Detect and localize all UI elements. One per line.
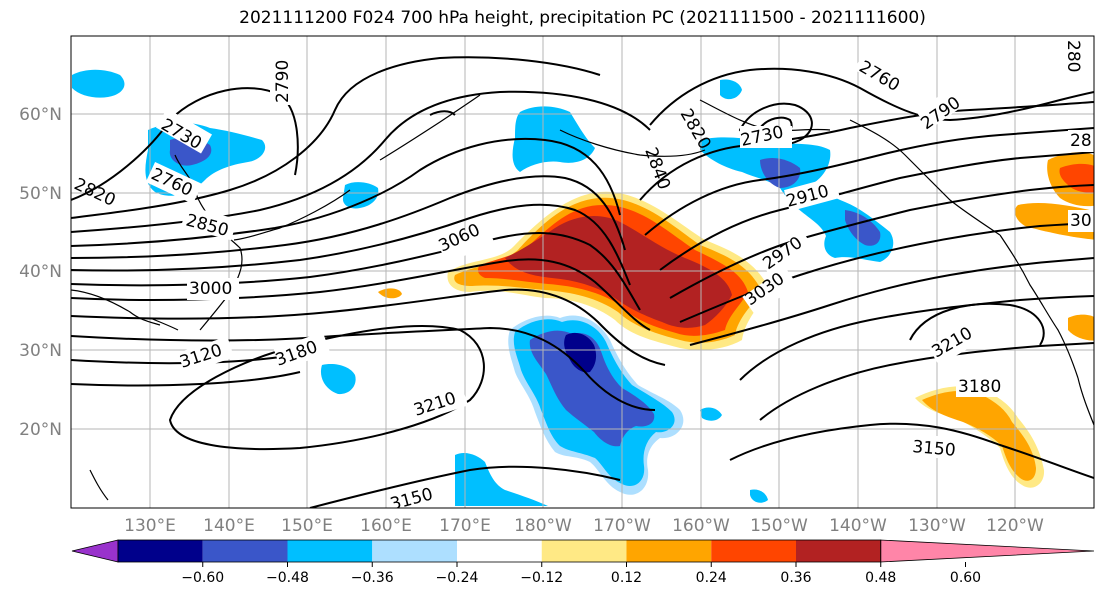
latitude-labels: 60°N 50°N 40°N 30°N 20°N <box>19 105 62 440</box>
contour-label: 30 <box>1070 211 1092 231</box>
colorbar-segment <box>287 540 373 562</box>
lon-label: 130°W <box>908 516 966 536</box>
contour-label: 3150 <box>388 484 435 515</box>
longitude-labels: 130°E 140°E 150°E 160°E 170°E 180°W 170°… <box>124 516 1044 536</box>
map-panel: 2790 2730 2760 2820 2850 3000 3060 3120 … <box>71 36 1094 515</box>
colorbar-segment <box>202 540 288 562</box>
contour-label: 280 <box>1063 40 1083 72</box>
colorbar-tick-label: −0.60 <box>181 570 224 586</box>
colorbar-tick-label: −0.36 <box>351 570 394 586</box>
height-contours <box>71 56 1094 508</box>
precip-negative-shading <box>72 69 894 506</box>
lat-label: 60°N <box>19 105 62 125</box>
colorbar-tick-label: −0.48 <box>266 570 309 586</box>
colorbar-segment <box>541 540 627 562</box>
lon-label: 170°E <box>439 516 491 536</box>
contour-label: 3180 <box>958 377 1001 397</box>
colorbar-segment <box>880 539 1095 563</box>
lat-label: 50°N <box>19 184 62 204</box>
contour-label: 2820 <box>71 174 119 210</box>
colorbar-tick-label: 0.48 <box>865 570 896 586</box>
colorbar-tick-label: −0.12 <box>520 570 563 586</box>
contour-label: 3000 <box>189 279 232 299</box>
colorbar-tick-label: 0.12 <box>611 570 642 586</box>
colorbar-ticks: −0.60 −0.48 −0.36 −0.24 −0.12 0.12 0.24 0.36 0.4… <box>181 562 981 586</box>
lat-label: 30°N <box>19 341 62 361</box>
map-title: 2021111200 F024 700 hPa height, precipit… <box>239 8 926 28</box>
lon-label: 160°W <box>672 516 730 536</box>
colorbar-segments <box>71 539 1095 563</box>
colorbar-segment <box>711 540 796 562</box>
colorbar: −0.60 −0.48 −0.36 −0.24 −0.12 0.12 0.24 0.36 0.4… <box>71 539 1095 586</box>
lon-label: 140°W <box>829 516 887 536</box>
colorbar-tick-label: −0.24 <box>436 570 479 586</box>
colorbar-segment <box>71 539 119 563</box>
lon-label: 140°E <box>203 516 255 536</box>
contour-label: 2790 <box>273 60 293 103</box>
colorbar-tick-label: 0.36 <box>780 570 811 586</box>
precip-positive-shading <box>378 152 1094 488</box>
map-frame <box>70 35 1095 509</box>
lat-label: 20°N <box>19 420 62 440</box>
colorbar-segment <box>118 540 203 562</box>
contour-label: 28 <box>1070 131 1092 151</box>
contour-label: 2840 <box>640 145 674 192</box>
lon-label: 120°W <box>986 516 1044 536</box>
lat-label: 40°N <box>19 262 62 282</box>
colorbar-segment <box>796 540 881 562</box>
lon-label: 180°W <box>514 516 572 536</box>
colorbar-tick-label: 0.24 <box>696 570 727 586</box>
lon-label: 170°W <box>593 516 651 536</box>
lon-label: 130°E <box>124 516 176 536</box>
lon-label: 160°E <box>360 516 412 536</box>
colorbar-segment <box>457 540 542 562</box>
lon-label: 150°E <box>281 516 333 536</box>
contour-label: 2820 <box>676 106 715 153</box>
lon-label: 150°W <box>750 516 808 536</box>
colorbar-tick-label: 0.60 <box>950 570 981 586</box>
colorbar-frame <box>117 539 882 563</box>
colorbar-segment <box>372 540 457 562</box>
colorbar-segment <box>626 540 712 562</box>
contour-label: 3150 <box>912 437 957 461</box>
